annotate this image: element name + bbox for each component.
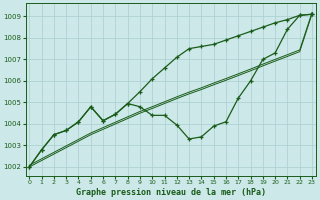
X-axis label: Graphe pression niveau de la mer (hPa): Graphe pression niveau de la mer (hPa)	[76, 188, 266, 197]
